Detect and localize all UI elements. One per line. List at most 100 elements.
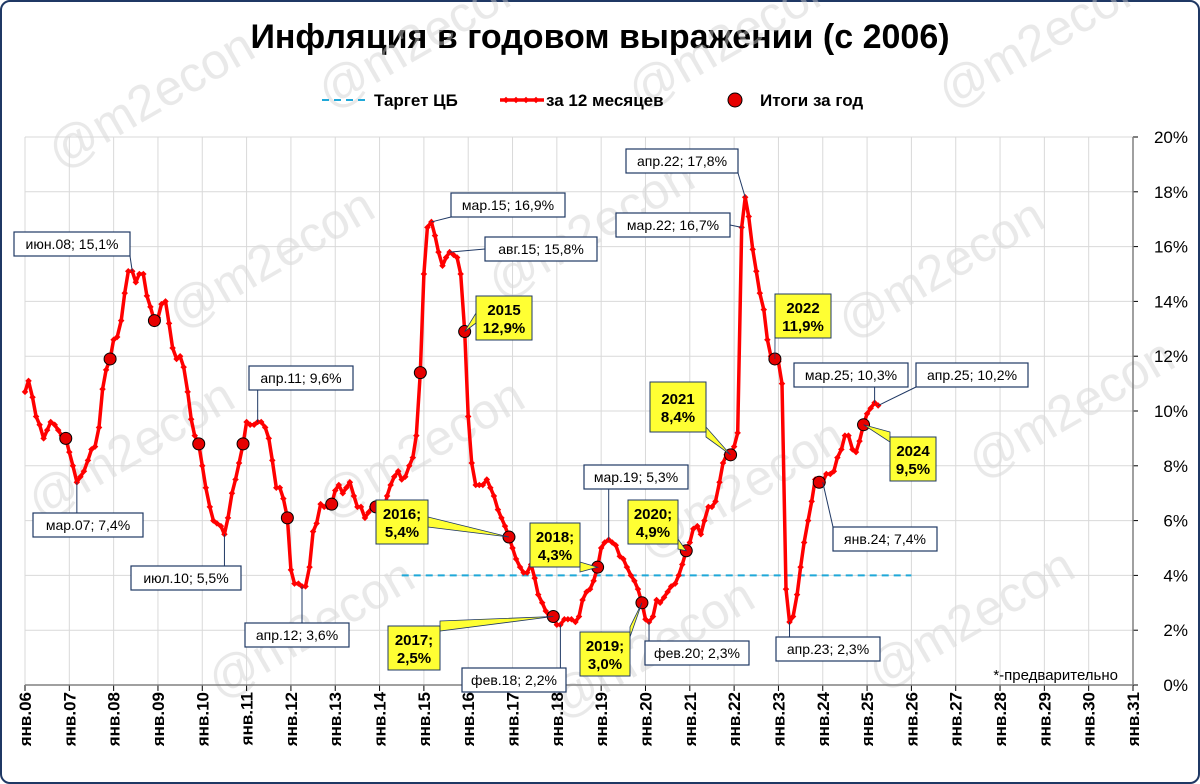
- legend-12m-marker: [512, 96, 520, 104]
- series-12m-point: [656, 599, 664, 607]
- watermark: @m2econ: [828, 187, 1054, 350]
- series-12m-point: [180, 363, 187, 371]
- annotation-box: [775, 636, 881, 662]
- series-12m-point: [383, 492, 391, 500]
- x-tick-label: янв.12: [282, 692, 301, 747]
- series-12m-point: [117, 317, 125, 324]
- legend-target-label: Таргет ЦБ: [374, 91, 458, 110]
- series-12m-point: [113, 333, 121, 341]
- series-12m-point: [874, 402, 882, 409]
- series-12m-point: [782, 585, 790, 593]
- year-callout-pointer: [439, 616, 554, 632]
- series-12m-point: [468, 459, 475, 467]
- series-12m-point: [335, 481, 343, 489]
- y-tick-label: 20%: [1154, 128, 1188, 147]
- annotation-box: [615, 212, 731, 238]
- series-12m-point: [202, 484, 210, 491]
- year-callout-year: 2024: [896, 443, 930, 460]
- series-12m-point: [424, 224, 431, 231]
- series-12m-point: [184, 388, 191, 396]
- series-12m-point: [575, 613, 583, 620]
- series-12m-point: [483, 476, 491, 483]
- year-callout-year: 2020;: [634, 506, 672, 523]
- series-12m-point: [612, 542, 620, 549]
- x-tick-label: янв.17: [504, 692, 523, 747]
- series-12m-point: [464, 413, 472, 420]
- series-12m-point: [291, 580, 298, 587]
- series-12m-point: [712, 498, 719, 505]
- annual-point: [280, 511, 294, 525]
- y-tick-label: 16%: [1154, 238, 1188, 257]
- series-12m-point: [601, 539, 608, 546]
- series-12m-point: [309, 528, 317, 535]
- x-tick-label: янв.28: [991, 692, 1010, 747]
- series-12m-point: [719, 459, 727, 467]
- series-12m-point: [129, 268, 136, 275]
- x-tick-label: янв.18: [548, 692, 567, 747]
- series-12m-point: [804, 517, 812, 524]
- series-12m-point: [346, 478, 354, 486]
- series-12m-point: [176, 352, 184, 360]
- series-12m-point: [228, 489, 236, 497]
- x-tick-label: янв.30: [1080, 692, 1099, 747]
- series-12m-point: [343, 484, 350, 491]
- series-12m-point: [80, 468, 88, 475]
- y-tick-label: 6%: [1163, 512, 1188, 531]
- series-12m-point: [778, 380, 786, 387]
- watermark: @m2econ: [928, 0, 1154, 120]
- annotation-leader: [431, 216, 452, 223]
- series-12m-point: [841, 432, 849, 439]
- year-callout-box: [579, 631, 631, 677]
- series-12m-point: [800, 539, 808, 546]
- annotation-leader: [737, 172, 746, 198]
- series-12m-point: [649, 613, 657, 620]
- x-tick-label: янв.07: [60, 692, 79, 747]
- series-12m-point: [409, 454, 417, 461]
- year-callout-box: [774, 293, 832, 339]
- x-tick-label: янв.06: [16, 692, 35, 747]
- series-12m-point: [487, 484, 494, 491]
- annotation-label: мар.25; 10,3%: [805, 367, 897, 383]
- series-12m-point: [394, 468, 402, 475]
- year-callout-box: [529, 522, 581, 568]
- year-callout-value: 3,0%: [588, 656, 622, 673]
- legend-12m-marker: [522, 96, 530, 104]
- year-callout-year: 2017;: [395, 632, 433, 649]
- annotation-box: [644, 640, 750, 666]
- series-12m-point: [764, 336, 771, 344]
- annotation-box: [450, 192, 566, 218]
- year-callout-year: 2021: [661, 391, 694, 408]
- series-12m-point: [472, 481, 479, 489]
- annotation-box: [248, 365, 354, 391]
- annotation-label: янв.24; 7,4%: [844, 531, 926, 547]
- annotation-box: [244, 622, 350, 648]
- series-12m-point: [852, 448, 860, 456]
- series-12m-point: [756, 289, 764, 297]
- year-callout-box: [387, 625, 441, 671]
- series-12m-point: [246, 421, 254, 428]
- series-12m-point: [793, 591, 801, 598]
- x-tick-label: янв.20: [636, 692, 655, 747]
- series-12m-point: [442, 254, 450, 261]
- series-12m-point: [501, 522, 509, 530]
- series-12m-point: [402, 473, 409, 481]
- series-12m-point: [479, 481, 487, 489]
- series-12m-point: [590, 577, 597, 585]
- annotation-box: [583, 464, 689, 490]
- year-callout-value: 2,5%: [397, 650, 431, 667]
- x-tick-label: янв.26: [902, 692, 921, 747]
- series-12m-point: [667, 583, 675, 590]
- legend-12m-label: за 12 месяцев: [546, 91, 664, 110]
- annotation-label: фев.18; 2,2%: [471, 672, 557, 688]
- legend: Таргет ЦБ за 12 месяцев Итоги за год: [322, 91, 863, 110]
- x-tick-label: янв.10: [193, 692, 212, 747]
- x-tick-label: янв.25: [858, 692, 877, 747]
- series-12m-point: [357, 503, 365, 511]
- series-12m-point: [261, 424, 269, 431]
- annotation-box: [130, 565, 242, 591]
- y-tick-label: 14%: [1154, 292, 1188, 311]
- year-callout-value: 9,5%: [896, 461, 930, 478]
- year-callout-value: 12,9%: [483, 320, 526, 337]
- year-callout-box: [889, 436, 937, 482]
- series-12m-point: [697, 531, 705, 538]
